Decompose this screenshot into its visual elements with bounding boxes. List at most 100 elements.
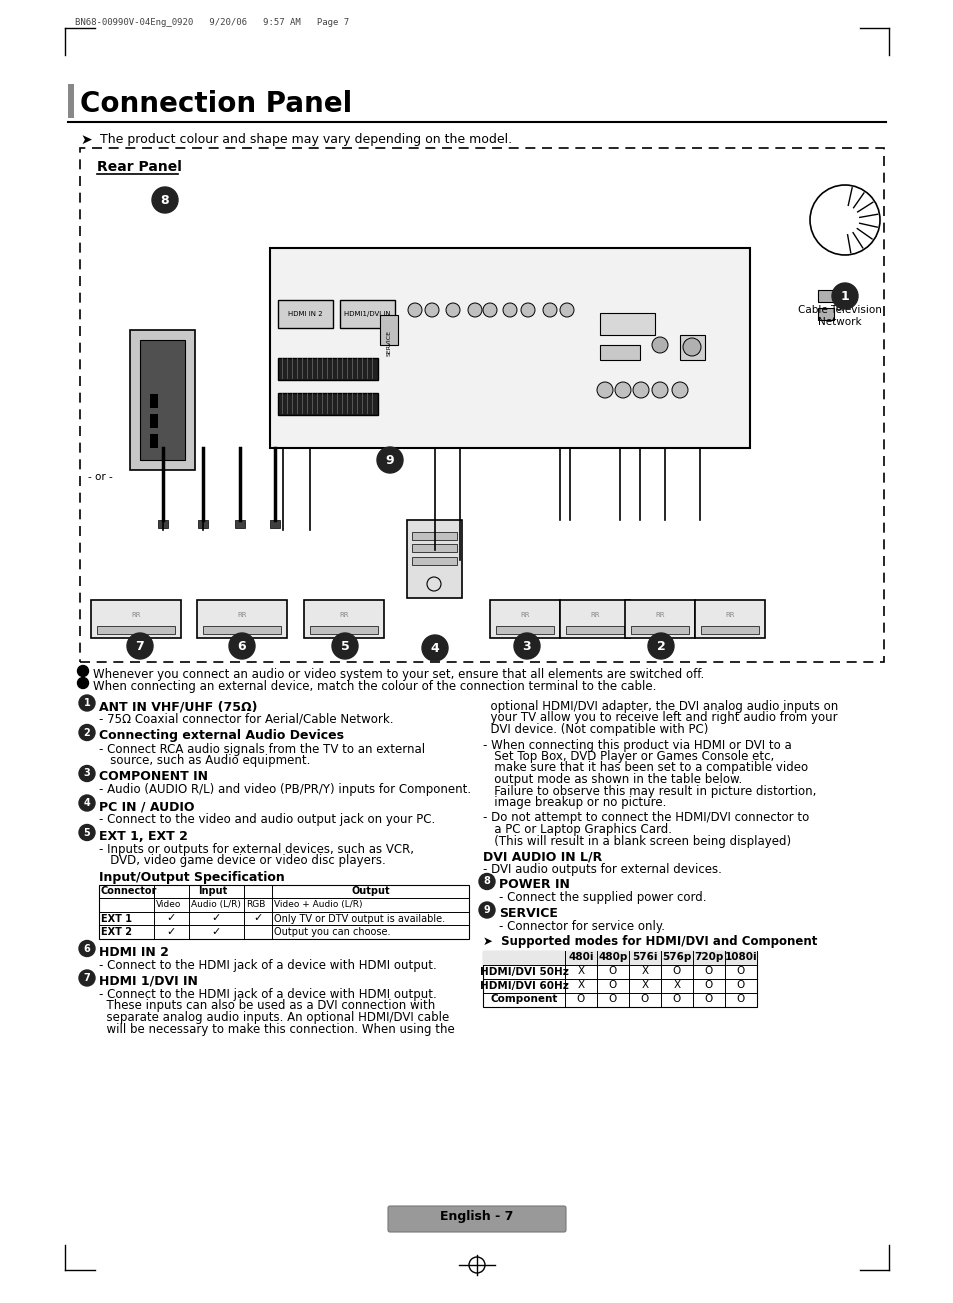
Text: O: O	[608, 967, 617, 976]
Bar	[198, 520, 208, 528]
Text: Connector: Connector	[101, 886, 157, 896]
Text: Whenever you connect an audio or video system to your set, ensure that all eleme: Whenever you connect an audio or video s…	[92, 668, 703, 681]
Text: Input: Input	[198, 886, 228, 896]
Text: 5: 5	[340, 640, 349, 653]
Circle shape	[79, 694, 95, 711]
Text: DVD, video game device or video disc players.: DVD, video game device or video disc pla…	[99, 853, 385, 866]
Text: EXT 2: EXT 2	[101, 926, 132, 937]
Text: make sure that it has been set to a compatible video: make sure that it has been set to a comp…	[482, 761, 807, 774]
Text: HDMI/DVI 60Hz: HDMI/DVI 60Hz	[479, 980, 568, 990]
Text: 9: 9	[385, 453, 394, 466]
Circle shape	[421, 635, 448, 661]
Text: 4: 4	[430, 641, 439, 654]
Text: - Connect to the HDMI jack of a device with HDMI output.: - Connect to the HDMI jack of a device w…	[99, 988, 436, 1001]
Text: your TV allow you to receive left and right audio from your: your TV allow you to receive left and ri…	[482, 711, 837, 724]
Bar	[412, 543, 456, 552]
Text: 7: 7	[135, 640, 144, 653]
Text: or: or	[835, 304, 845, 313]
Circle shape	[127, 633, 152, 659]
Text: O: O	[736, 967, 744, 976]
Bar	[140, 340, 185, 460]
Circle shape	[229, 633, 254, 659]
Circle shape	[502, 304, 517, 317]
Text: RR: RR	[237, 612, 247, 618]
Text: X: X	[577, 980, 584, 990]
Circle shape	[79, 969, 95, 986]
Text: 1: 1	[840, 289, 848, 302]
Bar	[817, 308, 833, 321]
Bar	[158, 520, 168, 528]
Circle shape	[376, 447, 402, 473]
Text: When connecting an external device, match the colour of the connection terminal : When connecting an external device, matc…	[92, 680, 656, 693]
Circle shape	[79, 795, 95, 810]
Text: HDMI/DVI 50Hz: HDMI/DVI 50Hz	[479, 967, 568, 976]
Circle shape	[482, 304, 497, 317]
Text: ✓: ✓	[253, 913, 262, 924]
Bar	[490, 599, 559, 638]
Text: 7: 7	[84, 973, 91, 982]
Text: Only TV or DTV output is available.: Only TV or DTV output is available.	[274, 913, 445, 924]
Text: ✓: ✓	[212, 926, 221, 937]
Text: 1: 1	[84, 698, 91, 708]
Text: 4: 4	[84, 797, 91, 808]
Text: English - 7: English - 7	[440, 1210, 513, 1224]
Bar	[196, 599, 287, 638]
Bar	[482, 950, 757, 1006]
Circle shape	[520, 304, 535, 317]
Bar	[277, 300, 333, 328]
Text: X: X	[640, 980, 648, 990]
Text: 8: 8	[160, 194, 169, 206]
Text: 1080i: 1080i	[724, 952, 757, 963]
Text: ➤: ➤	[80, 133, 91, 147]
Text: O: O	[704, 967, 713, 976]
FancyBboxPatch shape	[388, 1207, 565, 1233]
Text: ✓: ✓	[212, 913, 221, 924]
Text: Audio (L/R): Audio (L/R)	[191, 900, 240, 909]
Text: O: O	[704, 980, 713, 990]
Circle shape	[651, 382, 667, 397]
Bar	[559, 599, 629, 638]
Circle shape	[79, 941, 95, 956]
Circle shape	[446, 304, 459, 317]
Circle shape	[79, 825, 95, 840]
Text: RR: RR	[655, 612, 664, 618]
Text: X: X	[673, 980, 679, 990]
Bar	[599, 345, 639, 360]
Text: 6: 6	[237, 640, 246, 653]
Text: POWER IN: POWER IN	[498, 878, 569, 891]
Text: 9: 9	[483, 906, 490, 915]
Text: X: X	[640, 967, 648, 976]
Bar	[379, 315, 397, 345]
Text: RR: RR	[132, 612, 141, 618]
Bar	[270, 248, 749, 448]
Text: O: O	[672, 967, 680, 976]
Text: ➤  Supported modes for HDMI/DVI and Component: ➤ Supported modes for HDMI/DVI and Compo…	[482, 936, 817, 949]
Text: 576i: 576i	[632, 952, 657, 963]
Text: DVI AUDIO IN L/R: DVI AUDIO IN L/R	[482, 850, 601, 863]
Bar	[310, 625, 377, 635]
Text: RGB: RGB	[246, 900, 265, 909]
Text: - Connector for service only.: - Connector for service only.	[498, 920, 664, 933]
Bar	[679, 335, 704, 360]
Text: DVI device. (Not compatible with PC): DVI device. (Not compatible with PC)	[482, 723, 708, 736]
Bar	[700, 625, 759, 635]
Text: source, such as Audio equipment.: source, such as Audio equipment.	[99, 754, 310, 767]
Text: - DVI audio outputs for external devices.: - DVI audio outputs for external devices…	[482, 863, 721, 876]
Text: - Connect the supplied power cord.: - Connect the supplied power cord.	[498, 891, 706, 904]
Circle shape	[408, 304, 421, 317]
Text: 2: 2	[84, 727, 91, 737]
Text: - Audio (AUDIO R/L) and video (PB/PR/Y) inputs for Component.: - Audio (AUDIO R/L) and video (PB/PR/Y) …	[99, 783, 471, 796]
Text: HDMI 1/DVI IN: HDMI 1/DVI IN	[99, 975, 197, 988]
Text: - Connect RCA audio signals from the TV to an external: - Connect RCA audio signals from the TV …	[99, 743, 425, 756]
Text: 720p: 720p	[694, 952, 723, 963]
Bar	[91, 599, 181, 638]
Text: RR: RR	[519, 612, 529, 618]
Bar	[817, 291, 833, 302]
Circle shape	[633, 382, 648, 397]
Bar	[234, 520, 245, 528]
Bar	[565, 625, 623, 635]
Circle shape	[79, 724, 95, 740]
Text: Failure to observe this may result in picture distortion,: Failure to observe this may result in pi…	[482, 784, 816, 797]
Text: Video: Video	[156, 900, 181, 909]
Text: - Connect to the video and audio output jack on your PC.: - Connect to the video and audio output …	[99, 813, 435, 826]
